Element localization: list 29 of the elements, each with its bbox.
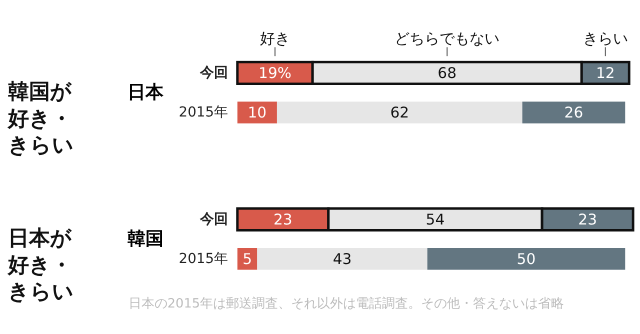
- data-label: 43: [332, 250, 352, 268]
- y-tick-label: 2015年: [178, 104, 228, 120]
- data-label: 54: [426, 211, 445, 228]
- bar: [237, 102, 277, 124]
- bar: [257, 248, 428, 270]
- y-tick-label: 今回: [199, 211, 228, 228]
- data-label: 50: [516, 250, 536, 268]
- text: 韓国が好き・きらい: [6, 80, 74, 158]
- y-axis-title: 韓国: [128, 228, 164, 250]
- y-tick-label: 2015年: [178, 250, 228, 267]
- data-label: 23: [273, 211, 292, 228]
- series-label: きらい: [582, 30, 628, 48]
- y-axis-title: 日本: [128, 82, 165, 104]
- data-label: 12: [596, 64, 615, 82]
- data-label: 62: [390, 104, 410, 122]
- bar: [522, 102, 626, 124]
- text: 日本が好き・きらい: [6, 226, 74, 304]
- bar: [276, 102, 522, 124]
- text: 日本の2015年は郵送調査、それ以外は電話調査。その他・答えないは省略: [128, 296, 564, 312]
- data-label: 26: [564, 104, 584, 122]
- data-label: 5: [242, 250, 252, 268]
- data-label: 19%: [258, 64, 292, 82]
- data-label: 23: [578, 211, 598, 228]
- y-tick-label: 今回: [199, 64, 228, 81]
- data-label: 68: [438, 64, 457, 82]
- series-label: どちらでもない: [394, 30, 500, 48]
- series-label: 好き: [260, 30, 290, 48]
- data-label: 10: [248, 104, 267, 122]
- bar: [427, 248, 626, 270]
